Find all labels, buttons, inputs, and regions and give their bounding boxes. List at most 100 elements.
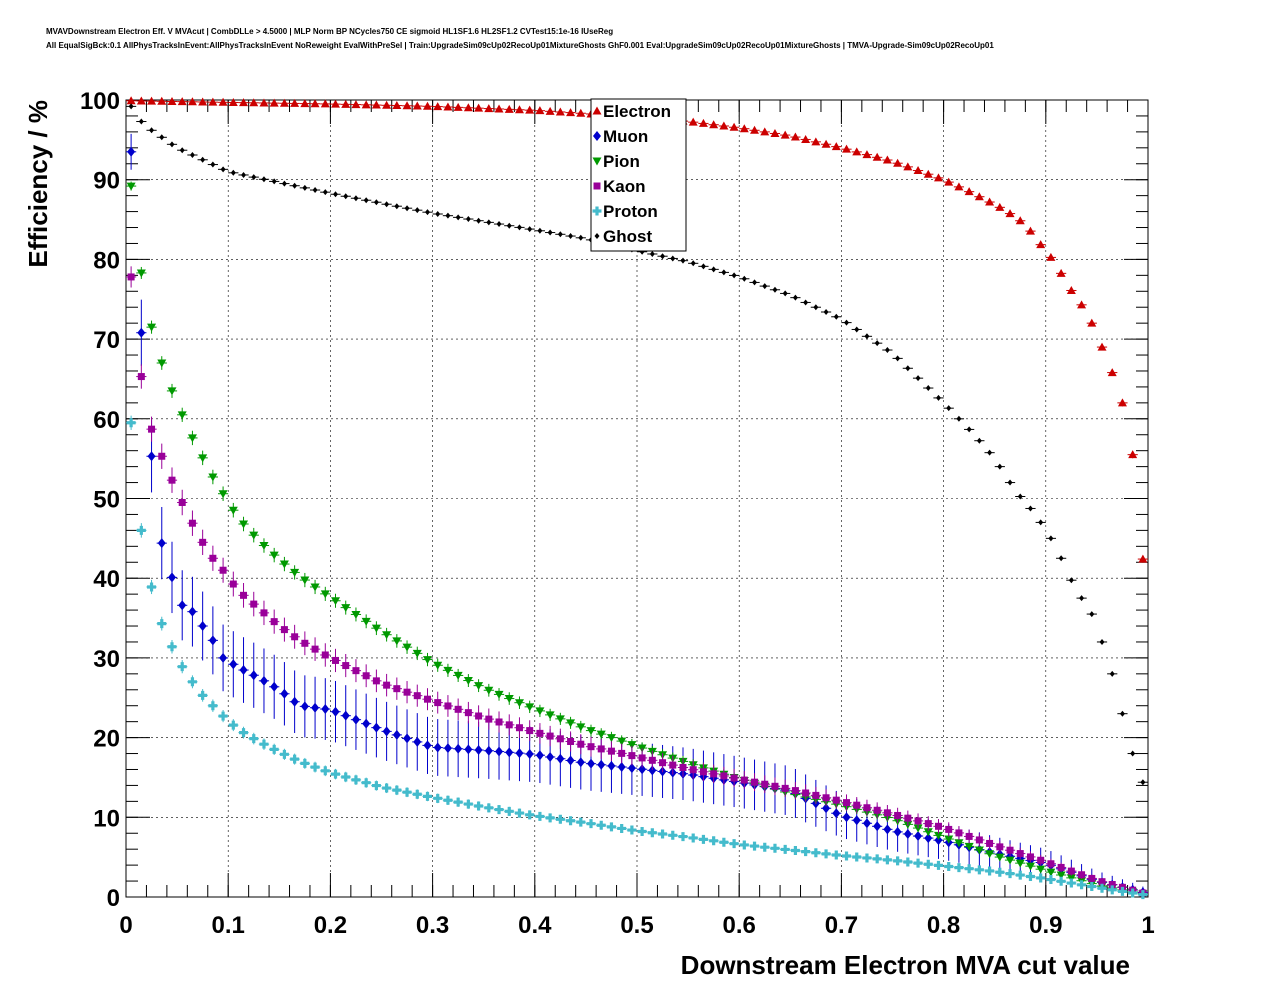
data-point xyxy=(494,104,504,113)
data-point xyxy=(555,107,565,116)
data-point xyxy=(1056,876,1066,886)
data-point xyxy=(547,229,553,236)
x-axis-title: Downstream Electron MVA cut value xyxy=(681,950,1130,980)
data-point xyxy=(648,756,656,764)
data-point xyxy=(1025,226,1035,235)
legend-label: Electron xyxy=(603,102,671,121)
data-point xyxy=(689,766,697,774)
data-point xyxy=(484,745,493,756)
data-point xyxy=(607,760,616,771)
data-point xyxy=(987,449,993,456)
data-point xyxy=(1117,398,1127,407)
data-point xyxy=(863,804,871,812)
data-point xyxy=(966,426,972,433)
data-point xyxy=(751,778,759,786)
data-point xyxy=(720,772,728,780)
data-point xyxy=(862,150,872,159)
data-point xyxy=(831,850,841,860)
data-point xyxy=(638,764,647,775)
data-point xyxy=(443,666,453,675)
data-point xyxy=(709,836,719,846)
data-point xyxy=(659,759,667,767)
data-point xyxy=(239,728,249,738)
data-point xyxy=(515,724,523,732)
data-point xyxy=(596,730,606,739)
y-tick-label: 10 xyxy=(93,805,120,832)
data-point xyxy=(924,820,932,828)
data-point xyxy=(934,835,943,846)
data-point xyxy=(413,736,422,747)
legend-marker xyxy=(593,131,601,141)
data-point xyxy=(658,829,668,839)
data-point xyxy=(525,703,535,712)
data-point xyxy=(249,670,258,681)
data-point xyxy=(986,839,994,847)
data-point xyxy=(463,103,473,112)
data-point xyxy=(249,531,259,540)
data-point xyxy=(382,631,392,640)
x-tick-label: 0.5 xyxy=(620,912,653,939)
data-point xyxy=(556,735,564,743)
data-point xyxy=(566,108,576,117)
data-point xyxy=(852,147,862,156)
data-point xyxy=(944,835,954,844)
data-point xyxy=(240,591,248,599)
data-point xyxy=(208,473,218,482)
data-point xyxy=(1038,519,1044,526)
legend-label: Kaon xyxy=(603,177,646,196)
data-point xyxy=(934,822,942,830)
data-point xyxy=(422,101,432,110)
data-point xyxy=(924,833,933,844)
data-point xyxy=(587,758,596,769)
data-point xyxy=(801,847,811,857)
data-point xyxy=(555,814,565,824)
y-tick-label: 20 xyxy=(93,726,120,753)
data-point xyxy=(219,566,227,574)
data-point xyxy=(412,101,422,110)
x-tick-label: 0.7 xyxy=(825,912,858,939)
data-point xyxy=(1046,252,1056,261)
data-point xyxy=(976,437,982,444)
data-point xyxy=(229,659,238,670)
data-point xyxy=(136,269,146,278)
data-point xyxy=(873,821,882,832)
data-point xyxy=(1128,450,1138,459)
legend-label: Muon xyxy=(603,127,648,146)
data-point xyxy=(496,221,502,228)
data-point xyxy=(341,604,351,613)
data-point xyxy=(484,803,494,813)
data-point xyxy=(933,831,943,840)
data-point xyxy=(259,739,269,749)
data-point xyxy=(218,97,228,106)
data-point xyxy=(527,226,533,233)
data-point xyxy=(638,754,646,762)
data-point xyxy=(332,656,340,664)
data-point xyxy=(852,815,861,826)
data-point xyxy=(925,385,931,392)
data-point xyxy=(423,695,431,703)
data-point xyxy=(187,434,197,443)
data-point xyxy=(402,787,412,797)
data-point xyxy=(792,294,798,301)
data-point xyxy=(649,250,655,257)
data-point xyxy=(821,139,831,148)
data-point xyxy=(974,865,984,875)
data-point xyxy=(606,734,616,743)
data-point xyxy=(177,411,187,420)
data-point xyxy=(394,203,400,210)
data-point xyxy=(678,832,688,842)
data-point xyxy=(739,124,749,133)
data-point xyxy=(1047,860,1055,868)
data-point xyxy=(362,718,371,729)
data-point xyxy=(515,748,524,759)
data-point xyxy=(402,101,412,110)
data-point xyxy=(750,125,760,134)
data-point xyxy=(188,519,196,527)
data-point xyxy=(802,789,810,797)
data-point xyxy=(474,801,484,811)
data-point xyxy=(333,191,339,198)
y-tick-label: 0 xyxy=(107,885,120,912)
data-point xyxy=(545,106,555,115)
data-point xyxy=(905,365,911,372)
data-point xyxy=(770,128,780,137)
